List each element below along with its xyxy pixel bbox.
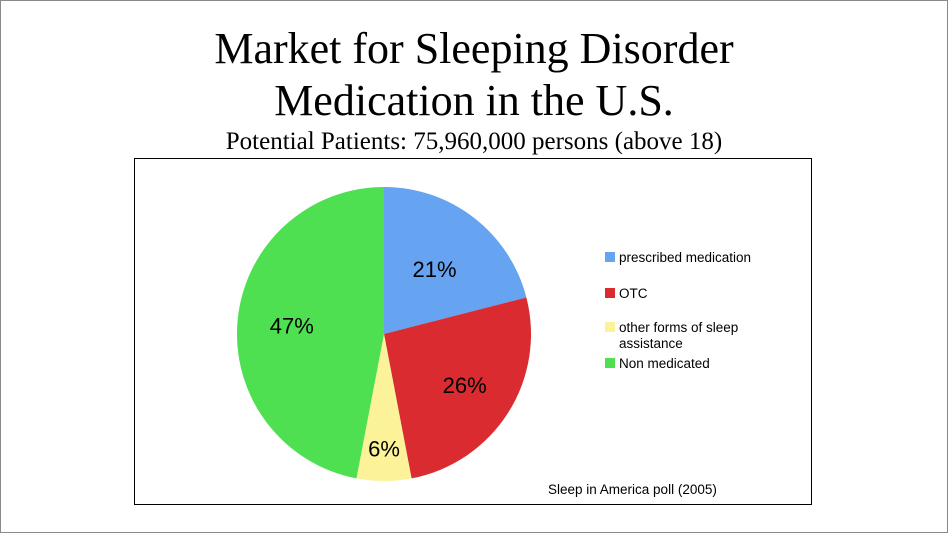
- pie-slice-prescribed-medication: [384, 187, 527, 334]
- slice-data-label: 6%: [368, 437, 400, 462]
- chart-area: 21% 26% 6% 47% prescribed medication OTC othe…: [134, 158, 812, 505]
- legend-swatch: [605, 322, 615, 332]
- legend-label: Non medicated: [619, 356, 710, 371]
- pie-slice-other-forms-of-sleep-assistance: [356, 334, 412, 482]
- slice-data-label: 47%: [270, 313, 314, 338]
- legend-label: prescribed medication: [619, 250, 751, 265]
- legend-label: assistance: [619, 336, 683, 351]
- slice-data-label: 26%: [443, 373, 487, 398]
- pie-slice-otc: [384, 297, 532, 479]
- slice-data-label: 21%: [412, 257, 456, 282]
- legend-item: OTC: [605, 286, 648, 301]
- chart-title-line-1: Market for Sleeping Disorder: [214, 24, 734, 73]
- legend-swatch: [605, 252, 615, 262]
- legend-item: prescribed medication: [605, 250, 751, 265]
- legend-label: other forms of sleep: [619, 320, 738, 335]
- legend-swatch: [605, 358, 615, 368]
- chart-title-line-2: Medication in the U.S.: [274, 76, 674, 125]
- pie-slice-non-medicated: [236, 187, 384, 479]
- legend-item: Non medicated: [605, 356, 710, 371]
- source-note: Sleep in America poll (2005): [548, 482, 717, 497]
- legend-label: OTC: [619, 286, 648, 301]
- chart-subtitle: Potential Patients: 75,960,000 persons (…: [225, 128, 723, 155]
- legend-swatch: [605, 288, 615, 298]
- pie-chart: 21% 26% 6% 47% prescribed medication OTC othe…: [236, 187, 751, 497]
